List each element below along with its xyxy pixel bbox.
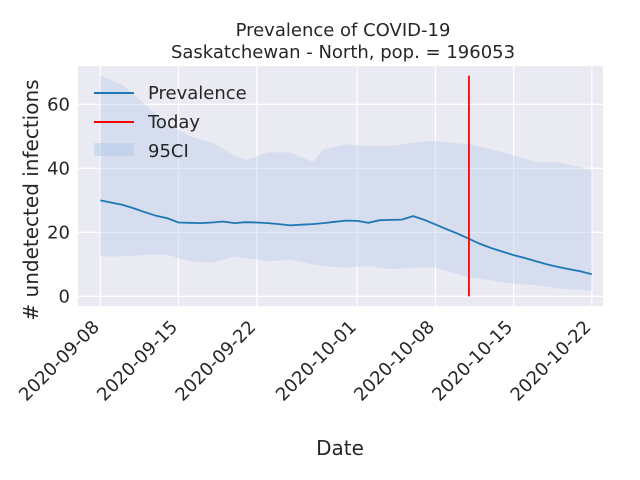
legend-95ci-swatch [94,143,134,156]
y-tick-label: 40 [47,158,70,179]
y-tick-label: 20 [47,222,70,243]
plot-area [78,66,603,306]
chart-subtitle: Saskatchewan - North, pop. = 196053 [171,42,515,63]
x-tick-label: 2020-10-01 [272,317,361,406]
x-axis-label: Date [316,436,364,460]
y-tick-label: 60 [47,94,70,115]
y-axis-label: # undetected infections [19,79,43,320]
x-tick-label: 2020-10-15 [428,317,517,406]
legend-prevalence-label: Prevalence [148,83,247,104]
x-tick-label: 2020-10-08 [350,317,439,406]
x-tick-label: 2020-09-15 [93,317,182,406]
legend-today-label: Today [147,112,200,133]
grid-lines [78,66,603,306]
legend: Prevalence Today 95CI [94,83,247,162]
y-tick-labels: 0 20 40 60 [47,94,70,307]
x-tick-label: 2020-09-22 [171,317,260,406]
chart-title: Prevalence of COVID-19 [236,20,451,41]
y-tick-label: 0 [59,286,70,307]
x-tick-label: 2020-10-22 [507,317,596,406]
prevalence-line [100,199,593,276]
legend-95ci-label: 95CI [148,141,189,162]
x-tick-label: 2020-09-08 [15,317,104,406]
